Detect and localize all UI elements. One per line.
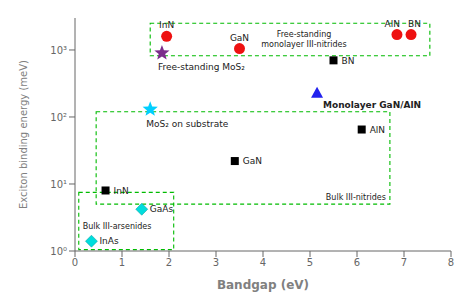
- svg-text:AlN: AlN: [385, 19, 400, 29]
- svg-text:4: 4: [260, 257, 266, 268]
- svg-text:InAs: InAs: [99, 236, 119, 246]
- svg-text:5: 5: [307, 257, 313, 268]
- svg-text:monolayer III-nitrides: monolayer III-nitrides: [261, 40, 346, 49]
- svg-text:Exciton binding energy (meV): Exciton binding energy (meV): [18, 60, 29, 209]
- svg-text:Bulk III-arsenides: Bulk III-arsenides: [83, 222, 152, 231]
- svg-text:10⁰: 10⁰: [50, 246, 67, 257]
- svg-text:8: 8: [448, 257, 454, 268]
- svg-text:BN: BN: [342, 56, 355, 66]
- svg-text:BN: BN: [408, 19, 421, 29]
- svg-text:Bandgap (eV): Bandgap (eV): [217, 278, 309, 292]
- svg-text:InN: InN: [114, 186, 129, 196]
- svg-text:InN: InN: [159, 20, 174, 30]
- svg-text:1: 1: [119, 257, 125, 268]
- svg-text:Monolayer GaN/AlN: Monolayer GaN/AlN: [323, 100, 421, 110]
- svg-text:GaN: GaN: [243, 156, 262, 166]
- svg-text:10³: 10³: [50, 45, 67, 56]
- svg-text:GaN: GaN: [230, 33, 249, 43]
- svg-text:GaAs: GaAs: [150, 204, 174, 214]
- svg-text:2: 2: [166, 257, 172, 268]
- svg-text:AlN: AlN: [370, 125, 385, 135]
- svg-text:7: 7: [401, 257, 407, 268]
- svg-text:MoS₂ on substrate: MoS₂ on substrate: [146, 119, 229, 129]
- svg-text:3: 3: [213, 257, 219, 268]
- svg-text:0: 0: [72, 257, 78, 268]
- svg-text:Bulk III-nitrides: Bulk III-nitrides: [326, 193, 386, 202]
- svg-text:10¹: 10¹: [50, 179, 67, 190]
- svg-text:6: 6: [354, 257, 360, 268]
- svg-text:Free-standing: Free-standing: [277, 30, 332, 39]
- svg-text:10²: 10²: [50, 112, 67, 123]
- svg-text:Free-standing MoS₂: Free-standing MoS₂: [158, 62, 245, 72]
